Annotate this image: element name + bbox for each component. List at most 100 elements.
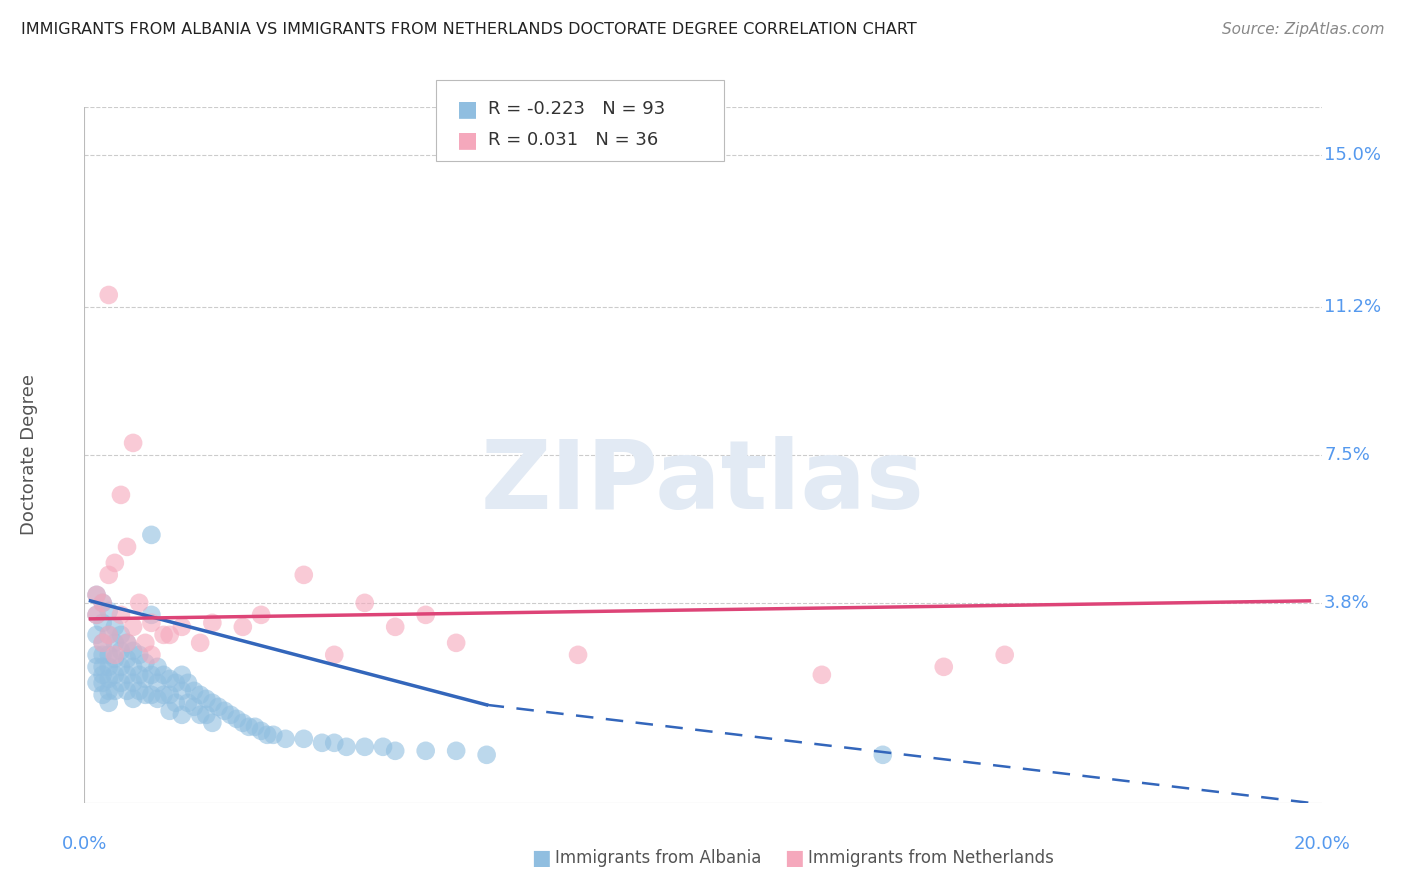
Point — [97, 696, 120, 710]
Point — [115, 540, 138, 554]
Point — [274, 731, 297, 746]
Text: 20.0%: 20.0% — [1294, 835, 1350, 853]
Point — [292, 731, 315, 746]
Point — [207, 699, 229, 714]
Text: ■: ■ — [531, 848, 551, 868]
Point — [159, 688, 181, 702]
Point — [219, 707, 242, 722]
Point — [91, 648, 114, 662]
Point — [97, 660, 120, 674]
Point — [232, 715, 254, 730]
Point — [152, 688, 174, 702]
Point — [134, 656, 156, 670]
Point — [567, 648, 589, 662]
Point — [115, 683, 138, 698]
Point — [170, 668, 193, 682]
Point — [165, 676, 187, 690]
Point — [250, 723, 273, 738]
Point — [994, 648, 1017, 662]
Point — [122, 660, 145, 674]
Point — [104, 636, 127, 650]
Point — [243, 720, 266, 734]
Point — [232, 620, 254, 634]
Point — [201, 615, 224, 630]
Point — [146, 691, 169, 706]
Text: 3.8%: 3.8% — [1324, 594, 1369, 612]
Point — [134, 672, 156, 686]
Text: 7.5%: 7.5% — [1324, 446, 1369, 464]
Point — [97, 567, 120, 582]
Point — [170, 707, 193, 722]
Point — [115, 652, 138, 666]
Point — [188, 688, 211, 702]
Point — [110, 607, 132, 622]
Point — [353, 739, 375, 754]
Point — [115, 636, 138, 650]
Point — [262, 728, 284, 742]
Point — [122, 644, 145, 658]
Point — [122, 436, 145, 450]
Point — [152, 668, 174, 682]
Point — [91, 636, 114, 650]
Point — [371, 739, 394, 754]
Point — [134, 688, 156, 702]
Point — [201, 715, 224, 730]
Point — [159, 672, 181, 686]
Point — [104, 668, 127, 682]
Point — [183, 683, 205, 698]
Point — [115, 636, 138, 650]
Point — [104, 652, 127, 666]
Point — [91, 660, 114, 674]
Text: 0.0%: 0.0% — [62, 835, 107, 853]
Point — [141, 607, 163, 622]
Point — [86, 588, 108, 602]
Point — [188, 707, 211, 722]
Point — [872, 747, 894, 762]
Point — [97, 604, 120, 618]
Point — [86, 648, 108, 662]
Point — [110, 676, 132, 690]
Point — [170, 683, 193, 698]
Point — [811, 668, 834, 682]
Point — [225, 712, 247, 726]
Point — [159, 704, 181, 718]
Point — [134, 636, 156, 650]
Text: Doctorate Degree: Doctorate Degree — [20, 375, 38, 535]
Point — [146, 676, 169, 690]
Point — [97, 672, 120, 686]
Point — [91, 676, 114, 690]
Point — [97, 628, 120, 642]
Point — [323, 648, 346, 662]
Point — [104, 683, 127, 698]
Point — [475, 747, 498, 762]
Point — [165, 696, 187, 710]
Point — [86, 607, 108, 622]
Point — [384, 744, 406, 758]
Text: Source: ZipAtlas.com: Source: ZipAtlas.com — [1222, 22, 1385, 37]
Point — [128, 596, 150, 610]
Point — [323, 736, 346, 750]
Point — [97, 628, 120, 642]
Point — [415, 744, 437, 758]
Point — [195, 707, 218, 722]
Point — [292, 567, 315, 582]
Point — [311, 736, 333, 750]
Text: Immigrants from Albania: Immigrants from Albania — [555, 849, 762, 867]
Point — [188, 636, 211, 650]
Point — [110, 660, 132, 674]
Point — [91, 615, 114, 630]
Point — [195, 691, 218, 706]
Point — [141, 528, 163, 542]
Text: ZIPatlas: ZIPatlas — [481, 436, 925, 529]
Text: Immigrants from Netherlands: Immigrants from Netherlands — [808, 849, 1054, 867]
Point — [146, 660, 169, 674]
Point — [86, 660, 108, 674]
Point — [128, 683, 150, 698]
Point — [201, 696, 224, 710]
Point — [932, 660, 955, 674]
Point — [91, 636, 114, 650]
Point — [152, 628, 174, 642]
Point — [159, 628, 181, 642]
Point — [256, 728, 278, 742]
Point — [91, 688, 114, 702]
